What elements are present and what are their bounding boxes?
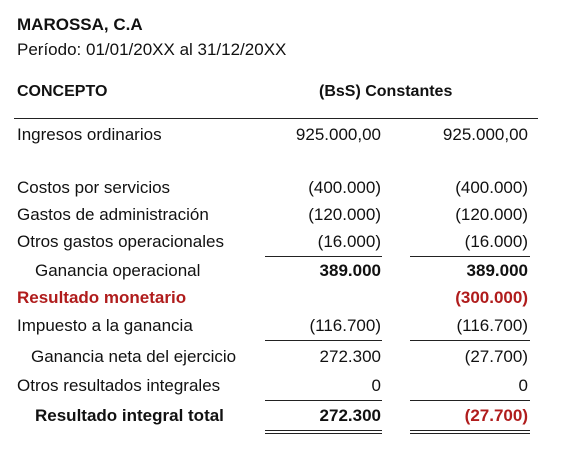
row-value-col2: (27.700) (464, 347, 528, 366)
row-value-col2: (300.000) (455, 288, 528, 307)
row-label-ganancia-neta: Ganancia neta del ejercicio (31, 347, 237, 366)
total-underline-col2 (410, 433, 530, 434)
subtotal-line-col1 (265, 256, 382, 257)
total-underline-col2 (410, 430, 530, 431)
row-value-col1: (120.000) (308, 205, 381, 224)
row-value-col2: (400.000) (455, 178, 528, 197)
row-value-col1: 389.000 (319, 261, 381, 280)
row-value-col1: (400.000) (308, 178, 381, 197)
total-underline-col1 (265, 430, 382, 431)
company-name: MAROSSA, C.A (17, 15, 143, 34)
row-label-impuesto: Impuesto a la ganancia (17, 316, 193, 335)
row-label-resultado-monetario: Resultado monetario (17, 288, 187, 307)
row-label-ingresos: Ingresos ordinarios (17, 125, 162, 144)
subtotal-line-col1 (265, 400, 382, 401)
row-value-col2: (116.700) (456, 316, 528, 335)
subtotal-line-col2 (410, 256, 530, 257)
row-label-otros-resultados: Otros resultados integrales (17, 376, 221, 395)
total-underline-col1 (265, 433, 382, 434)
row-value-col2: 389.000 (466, 261, 528, 280)
row-value-col1: (16.000) (317, 232, 381, 251)
row-label-costos: Costos por servicios (17, 178, 171, 197)
subtotal-line-col1 (265, 340, 382, 341)
row-value-col2: (120.000) (455, 205, 528, 224)
row-value-col1: 272.300 (319, 406, 381, 425)
currency-header: (BsS) Constantes (319, 83, 453, 100)
row-value-col1: 0 (371, 376, 381, 395)
row-value-col1: 925.000,00 (295, 125, 381, 144)
row-value-col2: (16.000) (464, 232, 528, 251)
header-divider (14, 118, 538, 119)
row-value-col2: 925.000,00 (442, 125, 528, 144)
row-value-col2: (27.700) (464, 406, 528, 425)
subtotal-line-col2 (410, 340, 530, 341)
row-value-col2: 0 (518, 376, 528, 395)
row-label-gastos-admin: Gastos de administración (17, 205, 209, 224)
row-value-col1: (116.700) (309, 316, 381, 335)
subtotal-line-col2 (410, 400, 530, 401)
period-label: Período: 01/01/20XX al 31/12/20XX (17, 40, 287, 59)
concept-header: CONCEPTO (17, 83, 108, 100)
row-label-otros-gastos: Otros gastos operacionales (17, 232, 224, 251)
row-label-resultado-integral: Resultado integral total (35, 406, 224, 425)
row-label-ganancia-operacional: Ganancia operacional (35, 261, 201, 280)
row-value-col1: 272.300 (319, 347, 381, 366)
